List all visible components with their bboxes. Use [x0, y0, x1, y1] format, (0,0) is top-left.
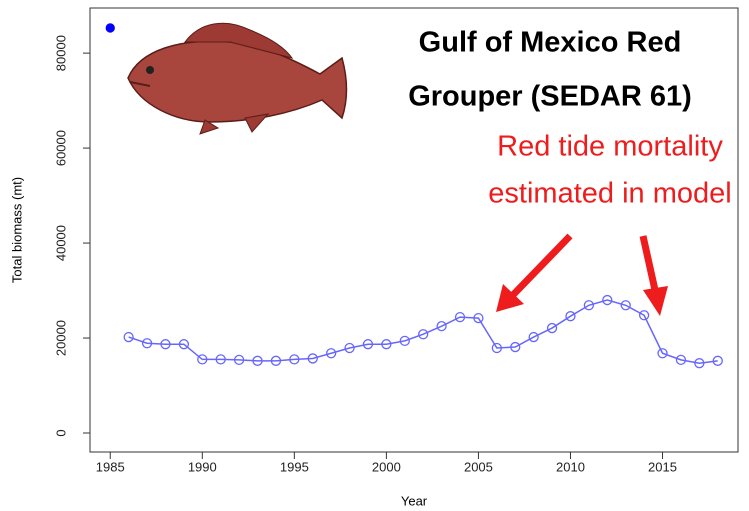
y-tick-label: 0 — [53, 429, 68, 436]
series-line — [128, 299, 718, 364]
annotation: Red tide mortality — [497, 131, 723, 163]
x-tick-label: 1990 — [188, 459, 217, 474]
fish-illustration — [127, 22, 348, 135]
data-point — [160, 339, 171, 350]
data-point — [105, 23, 115, 33]
chart-title: Gulf of Mexico Red — [419, 27, 682, 59]
data-point — [565, 311, 576, 322]
data-point — [657, 348, 668, 359]
data-point — [528, 331, 539, 343]
data-point — [289, 354, 300, 365]
x-tick-label: 2000 — [372, 459, 401, 474]
x-tick-label: 2015 — [648, 459, 677, 474]
data-point — [510, 341, 521, 353]
data-point — [141, 338, 153, 349]
data-point — [399, 335, 410, 347]
data-point — [381, 339, 392, 350]
y-tick-label: 40000 — [53, 225, 68, 261]
data-point — [675, 354, 687, 366]
data-point — [252, 355, 263, 366]
data-point — [694, 358, 705, 369]
x-tick-label: 2010 — [556, 459, 585, 474]
y-axis-label: Total biomass (mt) — [9, 177, 24, 283]
y-tick-label: 20000 — [53, 320, 68, 356]
plot-frame — [89, 7, 739, 453]
data-point — [215, 354, 226, 365]
data-point — [307, 353, 318, 364]
data-point — [326, 348, 337, 359]
data-point — [197, 354, 208, 365]
data-point — [583, 300, 595, 311]
y-tick-label: 80000 — [53, 35, 68, 71]
data-point — [344, 342, 355, 354]
data-point — [418, 329, 429, 340]
data-point — [270, 355, 282, 366]
data-point — [454, 311, 466, 323]
data-point — [491, 342, 502, 354]
x-tick-label: 2005 — [464, 459, 493, 474]
x-tick-label: 1995 — [280, 459, 309, 474]
data-point — [436, 321, 447, 332]
y-tick-label: 60000 — [53, 130, 68, 166]
annotation: estimated in model — [488, 178, 731, 210]
data-point — [602, 294, 613, 306]
data-point — [473, 312, 484, 324]
data-point — [638, 310, 650, 321]
data-point — [123, 331, 134, 343]
data-point — [712, 355, 723, 366]
data-point — [546, 322, 558, 334]
data-point — [233, 354, 245, 366]
arrows — [496, 233, 668, 316]
data-point — [362, 339, 374, 350]
data-point — [178, 339, 190, 350]
data-point — [620, 300, 631, 311]
x-axis-label: Year — [401, 493, 428, 508]
chart-title: Grouper (SEDAR 61) — [408, 81, 692, 113]
x-tick-label: 1985 — [96, 459, 125, 474]
